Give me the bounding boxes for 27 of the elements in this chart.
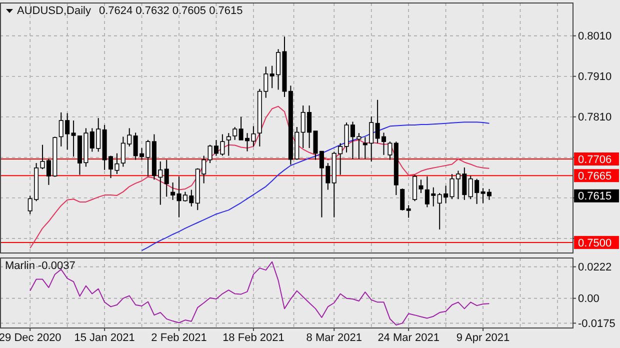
chart-subtitle: 0.7624 0.7632 0.7605 0.7615 [98,5,243,17]
x-tick-label: 8 Mar 2021 [306,332,362,344]
y-tick-label: 0.7810 [578,112,612,124]
candlestick [232,126,238,140]
x-tick-label: 9 Apr 2021 [456,332,510,344]
line-series [141,122,490,252]
x-tick-label: 18 Feb 2021 [222,332,284,344]
y-tick-label: 0.00 [578,293,600,306]
y-tick-label: 0.0222 [578,262,612,274]
line-series [30,106,490,249]
candlestick [400,188,405,211]
y-tick-label: 0.8010 [578,30,612,43]
candlestick [388,141,392,160]
x-tick-label: 15 Jan 2021 [74,332,135,344]
ref-line-label: 0.7500 [578,237,612,250]
x-tick-label: 24 Mar 2021 [378,332,440,344]
chart-title: AUDUSD,Daily [17,5,92,17]
y-tick-label: -0.0175 [578,318,616,330]
ref-line-label: 0.7665 [578,170,612,182]
candlestick [226,132,231,156]
candlestick [164,159,169,198]
y-tick-label: 0.7910 [578,71,612,84]
chart-title: Marlin -0.0037 [5,260,76,272]
ref-line-label: 0.7706 [578,154,612,166]
candlestick [406,204,411,218]
x-tick-label: 2 Feb 2021 [151,332,207,344]
text: 0.7615 [578,190,612,203]
